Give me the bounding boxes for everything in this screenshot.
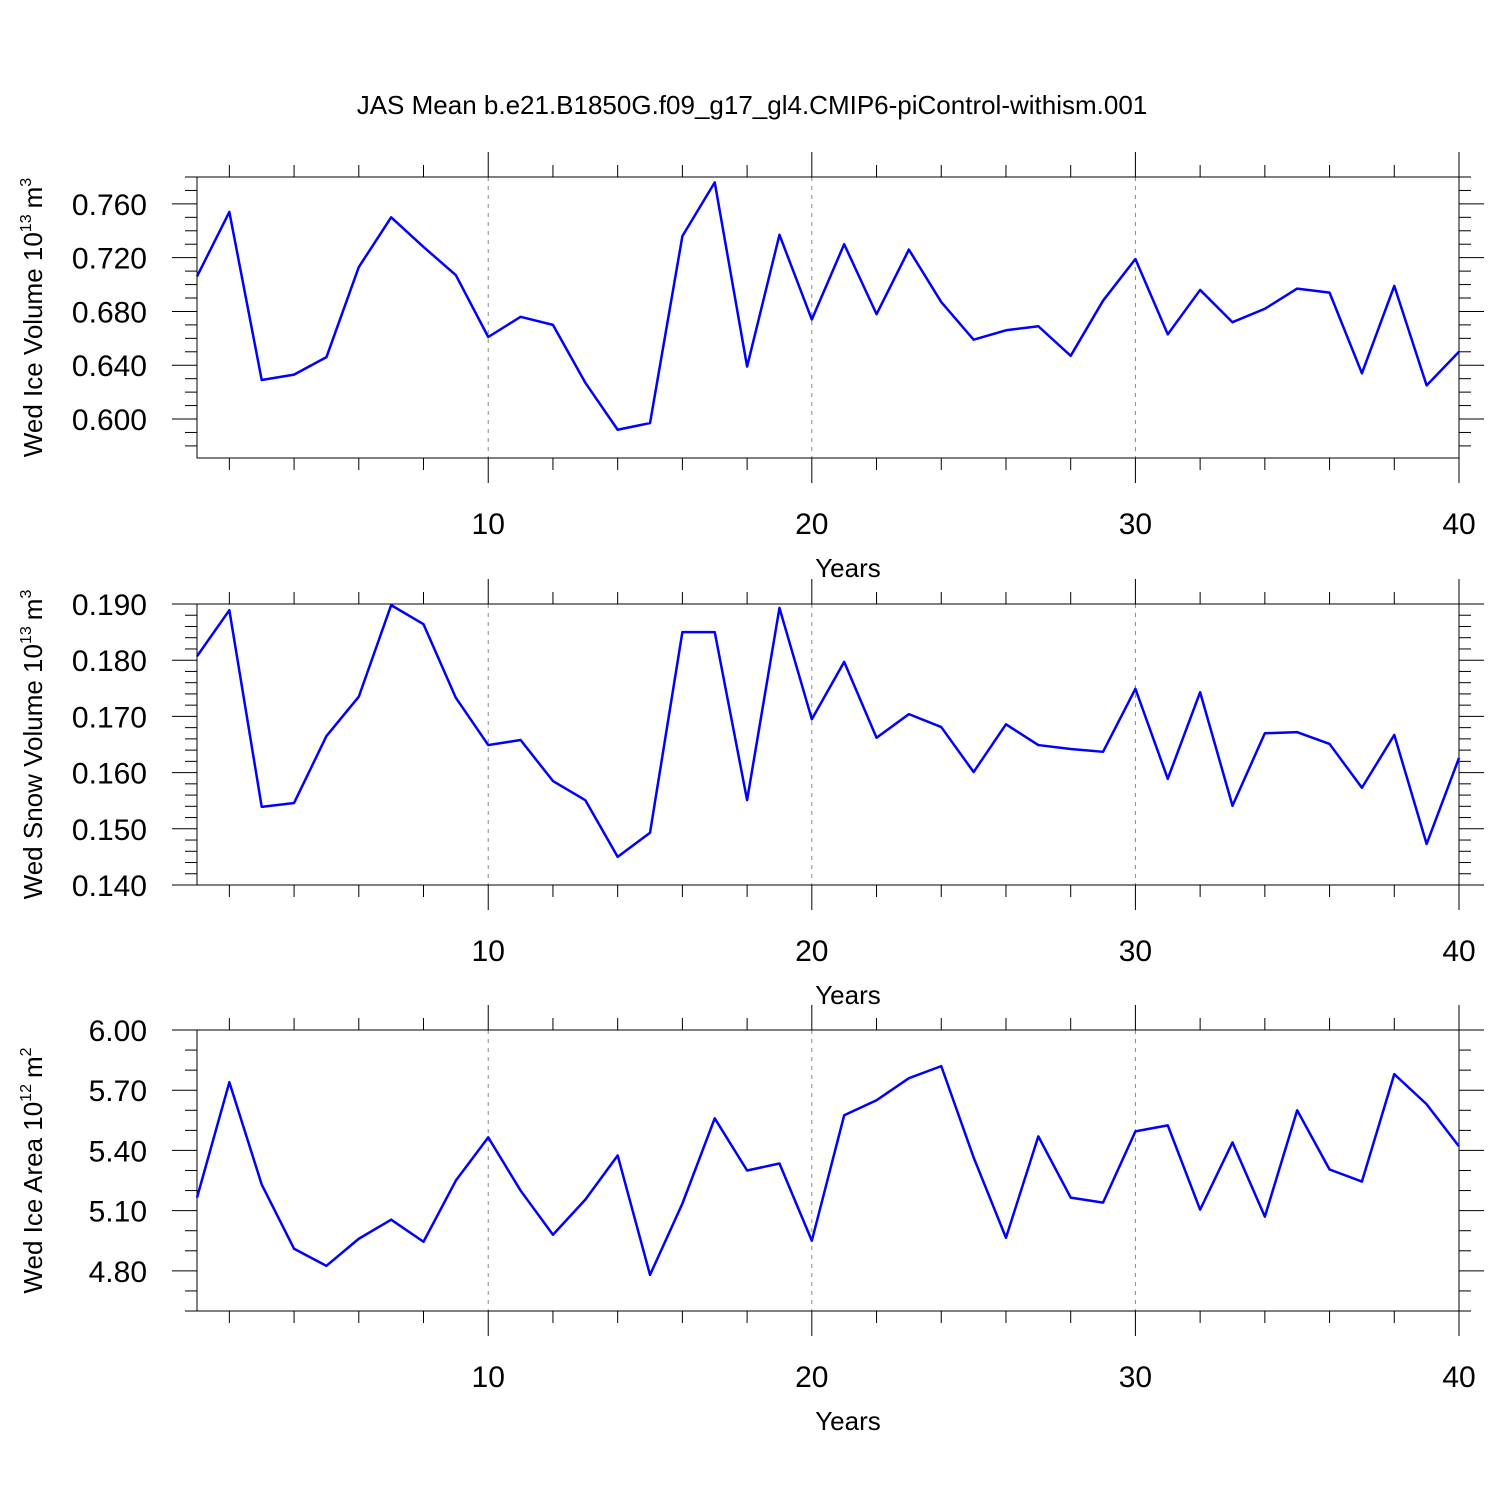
y-tick-label: 0.160 (72, 758, 147, 791)
x-tick-label: 30 (1119, 935, 1152, 968)
y-axis-label-unit-exponent: 3 (18, 178, 35, 187)
y-axis-label-unit-exponent: 2 (18, 1047, 35, 1056)
y-tick-label: 0.600 (72, 404, 147, 437)
y-tick-label: 6.00 (89, 1015, 147, 1048)
plot-frame (196, 1029, 1460, 1312)
x-axis-label: Years (815, 1406, 881, 1436)
y-tick-label: 0.190 (72, 589, 147, 622)
y-axis-label: Wed Ice Volume 1013 m3 (18, 178, 48, 457)
y-tick-label: 4.80 (89, 1256, 147, 1289)
y-axis-label-text: Wed Snow Volume 10 (18, 644, 48, 899)
x-tick-label: 30 (1119, 508, 1152, 541)
data-line (195, 1064, 1460, 1277)
y-axis-label: Wed Snow Volume 1013 m3 (18, 590, 48, 900)
y-tick-label: 0.180 (72, 645, 147, 678)
x-tick-label: 10 (472, 935, 505, 968)
data-line (195, 603, 1461, 859)
panel: 10 20 30 40 0.140 0.150 0.160 0.170 0.180 0.190 Ye… (18, 579, 1484, 1010)
y-axis-label-exponent: 13 (18, 626, 35, 644)
y-tick-label: 0.140 (72, 870, 147, 903)
y-axis-label-unit-exponent: 3 (18, 590, 35, 599)
y-axis-label-exponent: 12 (18, 1084, 35, 1102)
x-axis-label: Years (815, 980, 881, 1010)
x-tick-label: 10 (472, 1361, 505, 1394)
y-tick-label: 0.640 (72, 350, 147, 383)
x-tick-label: 40 (1442, 935, 1475, 968)
panel: 10 20 30 40 0.600 0.640 0.680 0.720 0.760 Years We… (18, 152, 1484, 583)
panel: 10 20 30 40 4.80 5.10 5.40 5.70 6.00 Years Wed Ice… (18, 1005, 1484, 1436)
x-tick-label: 20 (795, 935, 828, 968)
y-axis-label: Wed Ice Area 1012 m2 (18, 1047, 48, 1293)
x-tick-label: 10 (472, 508, 505, 541)
y-tick-label: 0.680 (72, 296, 147, 329)
plot-frame (196, 603, 1460, 886)
y-axis-label-text: Wed Ice Volume 10 (18, 232, 48, 457)
y-axis-label-unit: m (18, 187, 48, 209)
x-axis-label: Years (815, 553, 881, 583)
y-tick-label: 0.720 (72, 243, 147, 276)
y-axis-label-exponent: 13 (18, 214, 35, 232)
x-tick-label: 20 (795, 1361, 828, 1394)
plot-frame (196, 176, 1460, 459)
y-axis-label-text: Wed Ice Area 10 (18, 1102, 48, 1294)
x-tick-label: 40 (1442, 1361, 1475, 1394)
data-line (195, 181, 1460, 432)
y-tick-label: 0.150 (72, 814, 147, 847)
x-tick-label: 40 (1442, 508, 1475, 541)
y-tick-label: 5.70 (89, 1075, 147, 1108)
x-tick-label: 20 (795, 508, 828, 541)
y-axis-label-unit: m (18, 599, 48, 621)
y-tick-label: 5.10 (89, 1196, 147, 1229)
y-tick-label: 0.760 (72, 189, 147, 222)
figure-title: JAS Mean b.e21.B1850G.f09_g17_gl4.CMIP6-… (357, 90, 1148, 120)
y-tick-label: 5.40 (89, 1135, 147, 1168)
y-tick-label: 0.170 (72, 701, 147, 734)
x-tick-label: 30 (1119, 1361, 1152, 1394)
y-axis-label-unit: m (18, 1056, 48, 1078)
